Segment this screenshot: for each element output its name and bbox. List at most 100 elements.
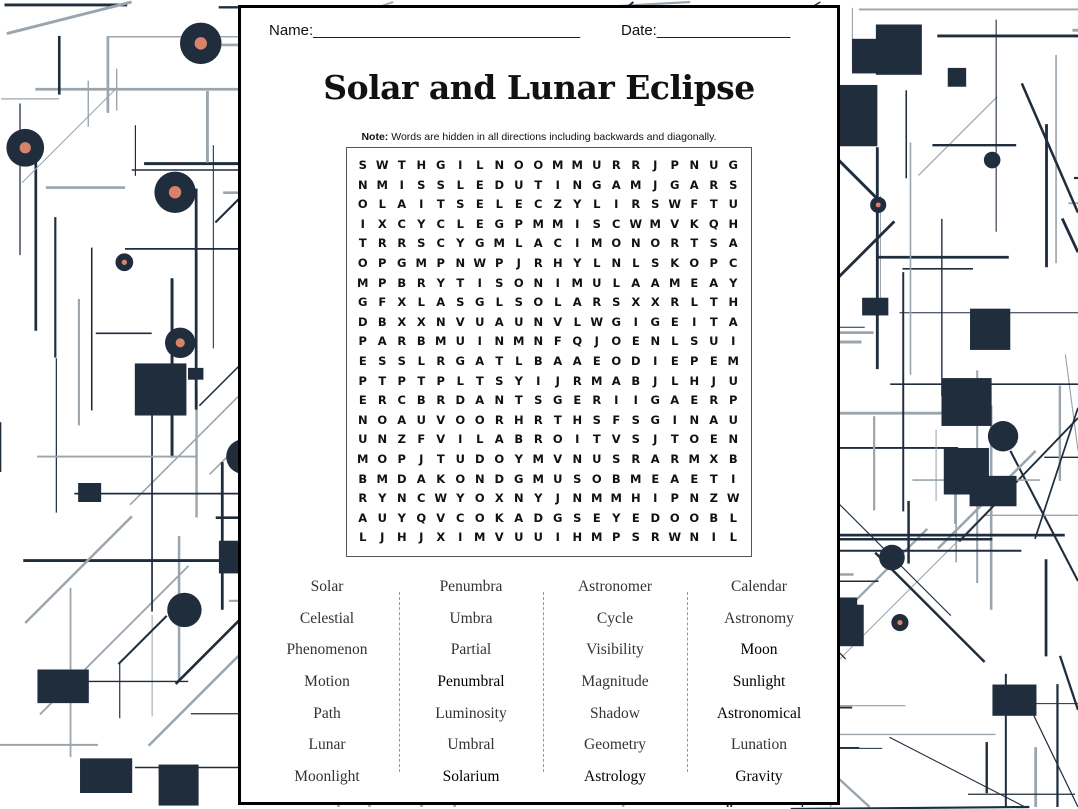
grid-letter[interactable]: U [377,510,387,525]
grid-letter[interactable]: H [572,530,583,545]
grid-letter[interactable]: A [670,471,680,486]
grid-letter[interactable]: R [377,393,387,408]
grid-letter[interactable]: A [475,393,485,408]
grid-letter[interactable]: Y [573,197,582,212]
grid-letter[interactable]: F [417,432,426,447]
grid-letter[interactable]: S [495,373,504,388]
grid-letter[interactable]: J [653,373,658,388]
grid-letter[interactable]: M [552,216,564,231]
grid-letter[interactable]: V [455,314,465,329]
grid-letter[interactable]: J [380,530,385,545]
grid-letter[interactable]: B [397,275,407,290]
grid-letter[interactable]: N [533,275,544,290]
grid-letter[interactable]: G [728,158,738,172]
grid-letter[interactable]: N [474,471,485,486]
grid-letter[interactable]: R [670,236,680,251]
grid-letter[interactable]: P [690,354,699,368]
grid-letter[interactable]: O [474,510,485,525]
grid-letter[interactable]: N [377,432,388,447]
grid-letter[interactable]: Q [416,510,427,525]
grid-letter[interactable]: O [455,412,466,427]
grid-letter[interactable]: M [552,158,564,172]
grid-letter[interactable]: J [419,530,424,545]
grid-letter[interactable]: O [357,256,368,270]
grid-letter[interactable]: S [417,177,426,192]
grid-letter[interactable]: E [631,334,640,349]
grid-letter[interactable]: Z [709,491,718,506]
grid-letter[interactable]: J [594,334,599,349]
grid-letter[interactable]: O [650,236,661,251]
grid-letter[interactable]: L [359,530,367,545]
grid-letter[interactable]: I [477,275,482,290]
grid-letter[interactable]: S [592,412,601,427]
grid-letter[interactable]: T [592,432,601,447]
grid-letter[interactable]: E [690,275,699,290]
grid-letter[interactable]: I [536,373,541,388]
grid-letter[interactable]: U [728,412,738,427]
grid-letter[interactable]: U [592,452,602,466]
grid-letter[interactable]: L [671,373,679,388]
grid-letter[interactable]: I [458,530,463,545]
grid-letter[interactable]: C [397,393,406,408]
grid-letter[interactable]: V [553,452,563,466]
grid-letter[interactable]: D [396,471,407,486]
grid-letter[interactable]: H [630,491,641,506]
grid-letter[interactable]: A [416,471,426,486]
grid-letter[interactable]: C [553,236,562,251]
grid-letter[interactable]: E [573,393,582,408]
grid-letter[interactable]: X [650,295,660,310]
grid-letter[interactable]: B [533,354,543,368]
grid-letter[interactable]: R [494,412,504,427]
grid-letter[interactable]: S [456,197,465,212]
grid-letter[interactable]: T [709,471,718,486]
grid-letter[interactable]: J [555,491,560,506]
grid-letter[interactable]: U [455,334,465,349]
grid-letter[interactable]: U [416,412,426,427]
grid-letter[interactable]: R [436,354,446,368]
grid-letter[interactable]: S [592,216,601,231]
grid-letter[interactable]: I [458,432,463,447]
grid-letter[interactable]: A [572,354,582,368]
grid-letter[interactable]: R [436,393,446,408]
grid-letter[interactable]: A [728,314,738,329]
grid-letter[interactable]: S [631,530,640,545]
grid-letter[interactable]: R [670,295,680,310]
grid-letter[interactable]: R [416,275,426,290]
grid-letter[interactable]: A [553,354,563,368]
grid-letter[interactable]: A [358,510,368,525]
grid-letter[interactable]: C [456,510,465,525]
grid-letter[interactable]: O [689,256,700,270]
grid-letter[interactable]: O [377,412,388,427]
grid-letter[interactable]: N [689,412,700,427]
grid-letter[interactable]: R [572,373,582,388]
grid-letter[interactable]: M [435,334,447,349]
grid-letter[interactable]: L [729,510,737,525]
grid-letter[interactable]: Y [417,216,426,231]
grid-letter[interactable]: T [475,373,484,388]
grid-letter[interactable]: E [690,471,699,486]
grid-letter[interactable]: G [475,295,485,310]
grid-letter[interactable]: I [555,275,560,290]
grid-letter[interactable]: I [633,314,638,329]
grid-letter[interactable]: H [728,216,739,231]
grid-letter[interactable]: B [416,334,426,349]
grid-letter[interactable]: L [417,295,425,310]
grid-letter[interactable]: S [358,158,367,172]
grid-letter[interactable]: N [572,452,583,466]
date-field[interactable]: Date:________________ [621,22,791,39]
name-field[interactable]: Name:________________________________ [269,22,581,39]
grid-letter[interactable]: I [399,177,404,192]
grid-letter[interactable]: Y [729,275,738,290]
grid-letter[interactable]: T [709,295,718,310]
grid-letter[interactable]: W [375,158,389,172]
grid-letter[interactable]: O [591,471,602,486]
grid-letter[interactable]: I [575,432,580,447]
grid-letter[interactable]: J [419,452,424,466]
grid-letter[interactable]: P [397,452,406,466]
grid-letter[interactable]: G [436,158,446,172]
grid-letter[interactable]: W [668,530,682,545]
grid-letter[interactable]: O [455,471,466,486]
grid-letter[interactable]: Y [436,275,445,290]
grid-letter[interactable]: I [477,334,482,349]
grid-letter[interactable]: R [670,452,680,466]
